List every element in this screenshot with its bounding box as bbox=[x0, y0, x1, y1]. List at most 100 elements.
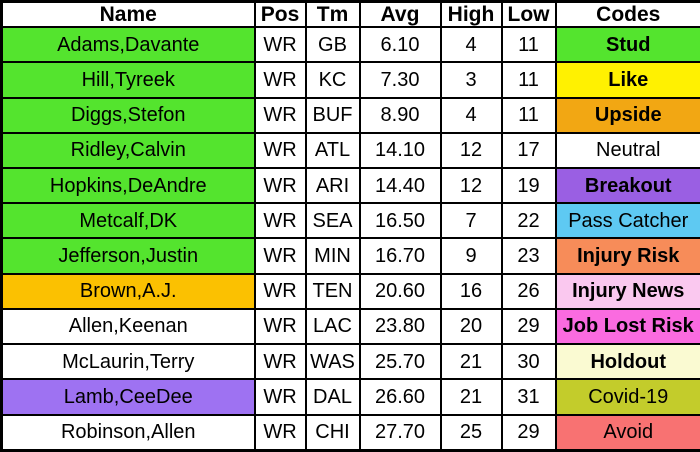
pos-cell: WR bbox=[253, 202, 307, 240]
low-cell: 23 bbox=[500, 237, 557, 275]
avg-cell: 20.60 bbox=[358, 272, 442, 310]
team-cell: KC bbox=[304, 61, 361, 99]
code-cell: Covid-19 bbox=[554, 378, 700, 416]
avg-cell: 27.70 bbox=[358, 413, 442, 452]
pos-cell: WR bbox=[253, 237, 307, 275]
high-cell: 25 bbox=[439, 413, 503, 452]
pos-cell: WR bbox=[253, 413, 307, 452]
player-name-cell: Robinson,Allen bbox=[0, 413, 256, 452]
low-cell: 31 bbox=[500, 378, 557, 416]
player-name-cell: Jefferson,Justin bbox=[0, 237, 256, 275]
player-name-cell: Diggs,Stefon bbox=[0, 96, 256, 134]
team-cell: TEN bbox=[304, 272, 361, 310]
code-cell: Injury Risk bbox=[554, 237, 700, 275]
high-cell: 20 bbox=[439, 307, 503, 346]
low-cell: 22 bbox=[500, 202, 557, 240]
team-cell: CHI bbox=[304, 413, 361, 452]
header-row: Name Pos Tm Avg High Low Codes bbox=[0, 0, 700, 29]
code-cell: Holdout bbox=[554, 343, 700, 381]
code-cell: Like bbox=[554, 61, 700, 99]
high-cell: 4 bbox=[439, 96, 503, 134]
header-tm: Tm bbox=[304, 0, 361, 29]
code-cell: Neutral bbox=[554, 131, 700, 169]
avg-cell: 26.60 bbox=[358, 378, 442, 416]
player-name-cell: Brown,A.J. bbox=[0, 272, 256, 310]
table-row: Adams,Davante WR GB 6.10 4 11 Stud bbox=[0, 26, 700, 64]
table-body: Adams,Davante WR GB 6.10 4 11 Stud Hill,… bbox=[0, 26, 700, 452]
table-row: Diggs,Stefon WR BUF 8.90 4 11 Upside bbox=[0, 96, 700, 134]
table-row: Hopkins,DeAndre WR ARI 14.40 12 19 Break… bbox=[0, 166, 700, 205]
table-row: Lamb,CeeDee WR DAL 26.60 21 31 Covid-19 bbox=[0, 378, 700, 416]
high-cell: 3 bbox=[439, 61, 503, 99]
code-cell: Job Lost Risk bbox=[554, 307, 700, 346]
team-cell: SEA bbox=[304, 202, 361, 240]
avg-cell: 6.10 bbox=[358, 26, 442, 64]
low-cell: 11 bbox=[500, 61, 557, 99]
table-row: McLaurin,Terry WR WAS 25.70 21 30 Holdou… bbox=[0, 343, 700, 381]
player-name-cell: Allen,Keenan bbox=[0, 307, 256, 346]
low-cell: 29 bbox=[500, 413, 557, 452]
low-cell: 11 bbox=[500, 26, 557, 64]
team-cell: BUF bbox=[304, 96, 361, 134]
player-name-cell: Hill,Tyreek bbox=[0, 61, 256, 99]
table-row: Brown,A.J. WR TEN 20.60 16 26 Injury New… bbox=[0, 272, 700, 310]
high-cell: 4 bbox=[439, 26, 503, 64]
low-cell: 29 bbox=[500, 307, 557, 346]
high-cell: 21 bbox=[439, 378, 503, 416]
avg-cell: 14.10 bbox=[358, 131, 442, 169]
header-low: Low bbox=[500, 0, 557, 29]
high-cell: 21 bbox=[439, 343, 503, 381]
team-cell: LAC bbox=[304, 307, 361, 346]
header-pos: Pos bbox=[253, 0, 307, 29]
avg-cell: 16.50 bbox=[358, 202, 442, 240]
avg-cell: 16.70 bbox=[358, 237, 442, 275]
header-codes: Codes bbox=[554, 0, 700, 29]
pos-cell: WR bbox=[253, 378, 307, 416]
player-name-cell: McLaurin,Terry bbox=[0, 343, 256, 381]
table-row: Metcalf,DK WR SEA 16.50 7 22 Pass Catche… bbox=[0, 202, 700, 240]
header-high: High bbox=[439, 0, 503, 29]
player-name-cell: Metcalf,DK bbox=[0, 202, 256, 240]
player-name-cell: Lamb,CeeDee bbox=[0, 378, 256, 416]
table-row: Jefferson,Justin WR MIN 16.70 9 23 Injur… bbox=[0, 237, 700, 275]
pos-cell: WR bbox=[253, 166, 307, 205]
high-cell: 12 bbox=[439, 166, 503, 205]
player-name-cell: Hopkins,DeAndre bbox=[0, 166, 256, 205]
team-cell: MIN bbox=[304, 237, 361, 275]
table-row: Robinson,Allen WR CHI 27.70 25 29 Avoid bbox=[0, 413, 700, 452]
pos-cell: WR bbox=[253, 272, 307, 310]
code-cell: Injury News bbox=[554, 272, 700, 310]
team-cell: GB bbox=[304, 26, 361, 64]
avg-cell: 23.80 bbox=[358, 307, 442, 346]
high-cell: 7 bbox=[439, 202, 503, 240]
high-cell: 16 bbox=[439, 272, 503, 310]
avg-cell: 8.90 bbox=[358, 96, 442, 134]
code-cell: Stud bbox=[554, 26, 700, 64]
pos-cell: WR bbox=[253, 131, 307, 169]
pos-cell: WR bbox=[253, 61, 307, 99]
table-header: Name Pos Tm Avg High Low Codes bbox=[0, 0, 700, 29]
table-row: Ridley,Calvin WR ATL 14.10 12 17 Neutral bbox=[0, 131, 700, 169]
pos-cell: WR bbox=[253, 26, 307, 64]
table-row: Hill,Tyreek WR KC 7.30 3 11 Like bbox=[0, 61, 700, 99]
header-name: Name bbox=[0, 0, 256, 29]
team-cell: ATL bbox=[304, 131, 361, 169]
code-cell: Breakout bbox=[554, 166, 700, 205]
player-name-cell: Ridley,Calvin bbox=[0, 131, 256, 169]
player-name-cell: Adams,Davante bbox=[0, 26, 256, 64]
high-cell: 12 bbox=[439, 131, 503, 169]
low-cell: 19 bbox=[500, 166, 557, 205]
table-row: Allen,Keenan WR LAC 23.80 20 29 Job Lost… bbox=[0, 307, 700, 346]
header-avg: Avg bbox=[358, 0, 442, 29]
team-cell: ARI bbox=[304, 166, 361, 205]
code-cell: Pass Catcher bbox=[554, 202, 700, 240]
team-cell: WAS bbox=[304, 343, 361, 381]
pos-cell: WR bbox=[253, 307, 307, 346]
avg-cell: 14.40 bbox=[358, 166, 442, 205]
low-cell: 11 bbox=[500, 96, 557, 134]
pos-cell: WR bbox=[253, 343, 307, 381]
low-cell: 30 bbox=[500, 343, 557, 381]
code-cell: Avoid bbox=[554, 413, 700, 452]
team-cell: DAL bbox=[304, 378, 361, 416]
